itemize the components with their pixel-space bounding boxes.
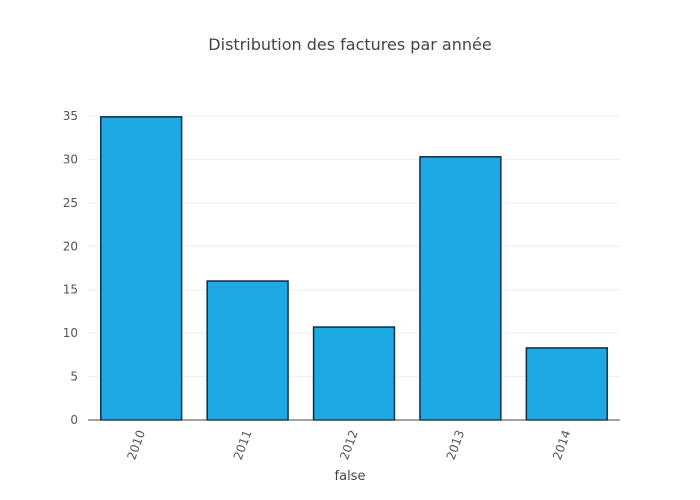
y-tick-label: 25 bbox=[63, 196, 78, 210]
x-axis-title: false bbox=[335, 469, 366, 484]
bar-2014 bbox=[525, 347, 608, 421]
bars bbox=[100, 116, 608, 421]
y-tick-label: 35 bbox=[63, 109, 78, 123]
chart-title: Distribution des factures par année bbox=[208, 35, 491, 54]
y-tick-label: 20 bbox=[63, 239, 78, 253]
x-tick-label: 2011 bbox=[231, 428, 255, 461]
x-tick-label: 2012 bbox=[337, 428, 361, 461]
y-tick-label: 30 bbox=[63, 152, 78, 166]
bar-2010 bbox=[100, 116, 183, 421]
y-tick-label: 15 bbox=[63, 283, 78, 297]
y-tick-label: 5 bbox=[70, 370, 78, 384]
x-tick-label: 2010 bbox=[124, 428, 148, 461]
y-tick-label: 0 bbox=[70, 413, 78, 427]
bar-2011 bbox=[206, 280, 289, 421]
x-tick-label: 2014 bbox=[550, 428, 574, 461]
bar-2013 bbox=[419, 156, 502, 421]
bar-2012 bbox=[312, 326, 396, 421]
x-tick-label: 2013 bbox=[444, 428, 468, 461]
y-axis-ticks: 0 5 10 15 20 25 30 35 bbox=[63, 109, 78, 427]
y-tick-label: 10 bbox=[63, 326, 78, 340]
x-axis-ticks: 2010 2011 2012 2013 2014 bbox=[124, 428, 573, 461]
